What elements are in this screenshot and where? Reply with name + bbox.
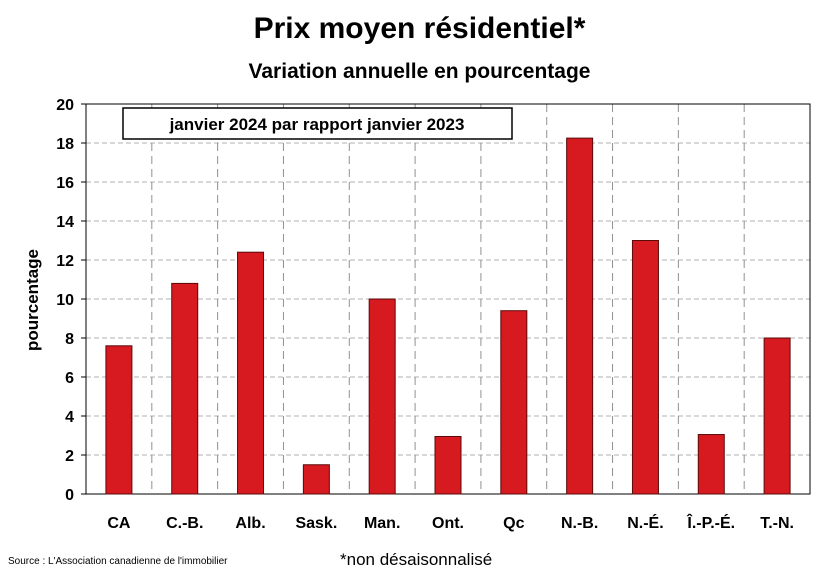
source-note: Source : L'Association canadienne de l'i… <box>8 556 228 567</box>
y-tick-label: 20 <box>56 97 74 114</box>
vertical-gridlines <box>151 104 745 494</box>
bar-7 <box>566 137 594 495</box>
y-tick-label: 0 <box>65 487 74 504</box>
x-tick-label: N.-B. <box>561 515 598 532</box>
bar-4 <box>368 298 396 495</box>
y-tick-label: 4 <box>65 409 74 426</box>
y-tick-label: 2 <box>65 448 74 465</box>
bar-6 <box>500 310 528 495</box>
y-tick-labels: 0 2 4 6 8 10 12 14 16 18 20 <box>56 97 86 504</box>
bar-0 <box>105 345 133 495</box>
bar-3 <box>302 464 330 495</box>
x-tick-labels: CA C.-B. Alb. Sask. Man. Ont. Qc N.-B. N.-É. Î.-P… <box>107 513 794 532</box>
y-tick-label: 18 <box>56 136 74 153</box>
y-tick-label: 10 <box>56 292 74 309</box>
x-tick-label: Man. <box>364 515 400 532</box>
y-tick-label: 8 <box>65 331 74 348</box>
bar-5 <box>434 435 462 495</box>
x-tick-label: T.-N. <box>760 515 794 532</box>
bar-10 <box>763 337 791 495</box>
annotation-box: janvier 2024 par rapport janvier 2023 <box>122 107 513 140</box>
bars <box>105 137 791 495</box>
annotation-text: janvier 2024 par rapport janvier 2023 <box>169 115 465 134</box>
bar-9 <box>697 434 725 495</box>
x-tick-label: Alb. <box>235 515 265 532</box>
x-tick-label: N.-É. <box>627 513 663 532</box>
chart-title: Prix moyen résidentiel* <box>253 12 586 45</box>
x-tick-label: C.-B. <box>166 515 203 532</box>
x-tick-label: Ont. <box>432 515 464 532</box>
y-tick-label: 14 <box>56 214 74 231</box>
chart-subtitle: Variation annuelle en pourcentage <box>248 60 591 83</box>
bar-2 <box>237 251 265 495</box>
y-tick-label: 6 <box>65 370 74 387</box>
x-tick-label: CA <box>107 515 131 532</box>
bar-8 <box>631 240 659 495</box>
x-tick-label: Sask. <box>295 515 337 532</box>
y-tick-label: 12 <box>56 253 74 270</box>
x-tick-label: Î.-P.-É. <box>686 513 735 532</box>
footnote: *non désaisonnalisé <box>340 550 493 569</box>
bar-1 <box>171 282 199 495</box>
y-tick-label: 16 <box>56 175 74 192</box>
x-tick-label: Qc <box>503 515 524 532</box>
